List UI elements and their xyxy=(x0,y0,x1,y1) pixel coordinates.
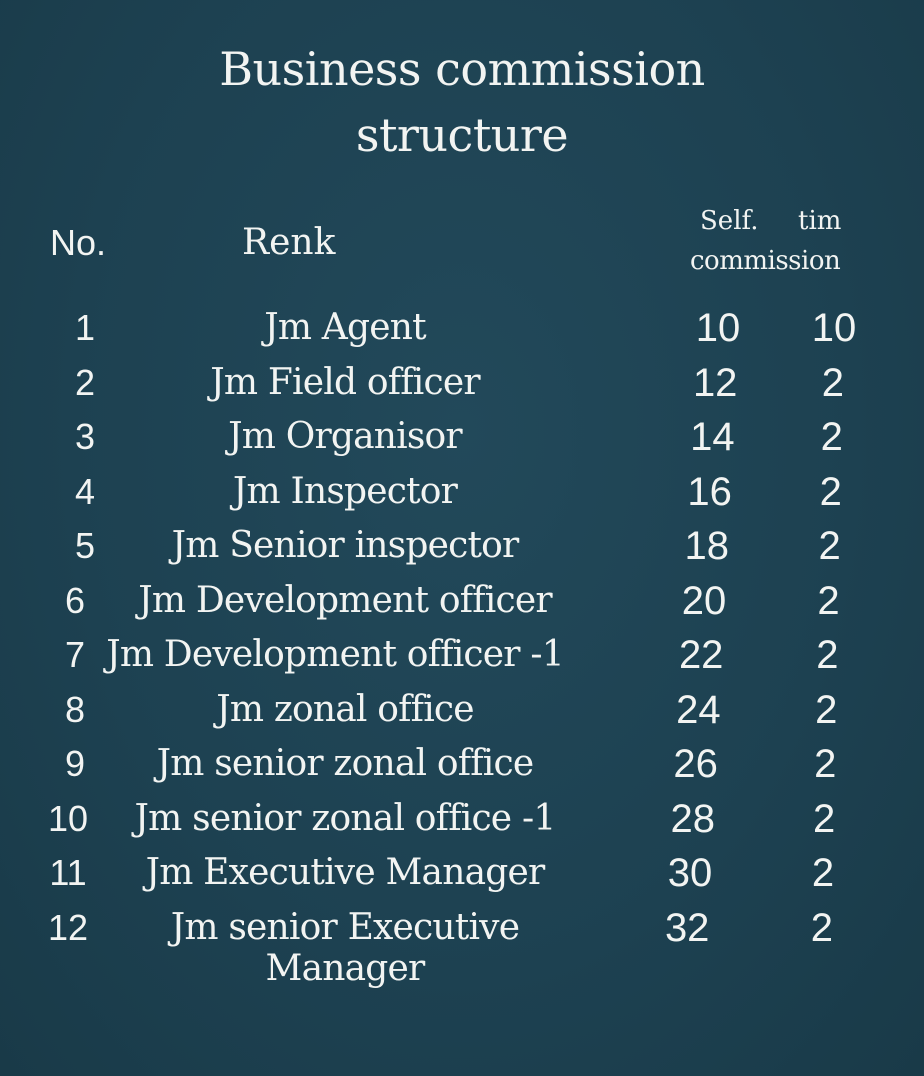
row-number: 11 xyxy=(49,852,87,893)
table-row: 1 Jm Agent 10 10 xyxy=(0,301,924,355)
self-commission: 28 xyxy=(670,796,716,841)
table-row: 2 Jm Field officer 12 2 xyxy=(0,356,924,410)
table-row: 12 Jm senior Executive 32 2 xyxy=(0,901,924,955)
tim-commission: 2 xyxy=(818,524,841,568)
header-commission: commission xyxy=(690,246,841,276)
row-number: 5 xyxy=(74,525,96,566)
tim-commission: 2 xyxy=(820,415,843,459)
row-number: 8 xyxy=(64,688,86,730)
self-commission: 18 xyxy=(684,524,730,568)
row-number: 10 xyxy=(47,797,89,839)
header-self: Self. xyxy=(700,206,759,236)
table-row: 11 Jm Executive Manager 30 2 xyxy=(0,846,924,900)
table-row: 6 Jm Development officer 20 2 xyxy=(0,574,924,628)
header-tim: tim xyxy=(798,206,842,236)
rank-name: Jm senior Executive xyxy=(170,906,520,948)
tim-commission: 2 xyxy=(817,578,840,623)
self-commission: 32 xyxy=(664,905,710,950)
row-number: 1 xyxy=(74,307,96,348)
rank-name: Jm Agent xyxy=(264,307,426,348)
rank-name: Jm senior zonal office -1 xyxy=(134,797,557,839)
tim-commission: 2 xyxy=(821,360,845,405)
header-no: No. xyxy=(50,222,107,263)
row-number: 2 xyxy=(74,361,96,403)
self-commission: 10 xyxy=(695,306,741,350)
rank-name: Jm Development officer xyxy=(138,579,552,621)
table-row: 5 Jm Senior inspector 18 2 xyxy=(0,519,924,573)
self-commission: 14 xyxy=(690,415,735,459)
self-commission: 26 xyxy=(673,742,718,786)
row-number: 3 xyxy=(74,416,96,457)
rank-name: Jm Executive Manager xyxy=(145,852,546,893)
row-12-rank-continuation: Manager xyxy=(265,948,426,989)
tim-commission: 2 xyxy=(810,905,834,950)
tim-commission: 2 xyxy=(819,469,842,514)
tim-commission: 10 xyxy=(811,306,857,350)
row-number: 12 xyxy=(47,906,89,948)
rank-name: Jm Development officer -1 xyxy=(106,634,564,675)
tim-commission: 2 xyxy=(814,742,837,786)
row-number: 4 xyxy=(74,470,96,512)
self-commission: 16 xyxy=(687,469,732,514)
rank-name: Jm Inspector xyxy=(232,470,458,512)
table-row: 8 Jm zonal office 24 2 xyxy=(0,683,924,737)
self-commission: 24 xyxy=(676,687,721,732)
tim-commission: 2 xyxy=(816,633,839,677)
self-commission: 12 xyxy=(692,360,738,405)
row-number: 9 xyxy=(64,743,86,784)
row-number: 6 xyxy=(64,579,86,621)
rank-name: Jm Organisor xyxy=(228,416,463,457)
self-commission: 22 xyxy=(678,633,724,677)
rank-name: Jm zonal office xyxy=(216,688,474,730)
row-number: 7 xyxy=(64,634,86,675)
self-commission: 30 xyxy=(667,851,713,895)
table-row: 4 Jm Inspector 16 2 xyxy=(0,465,924,519)
rank-name: Jm Field officer xyxy=(210,361,480,403)
header-rank: Renk xyxy=(242,222,336,263)
table-row: 7 Jm Development officer -1 22 2 xyxy=(0,628,924,682)
page-title: Business commission structure xyxy=(219,42,705,162)
tim-commission: 2 xyxy=(815,687,838,732)
table-row: 10 Jm senior zonal office -1 28 2 xyxy=(0,792,924,846)
table-row: 3 Jm Organisor 14 2 xyxy=(0,410,924,464)
tim-commission: 2 xyxy=(812,796,836,841)
self-commission: 20 xyxy=(681,578,727,623)
rank-name: Jm Senior inspector xyxy=(171,525,520,566)
table-row: 9 Jm senior zonal office 26 2 xyxy=(0,737,924,791)
rank-name: Jm senior zonal office xyxy=(156,743,535,784)
tim-commission: 2 xyxy=(811,851,835,895)
